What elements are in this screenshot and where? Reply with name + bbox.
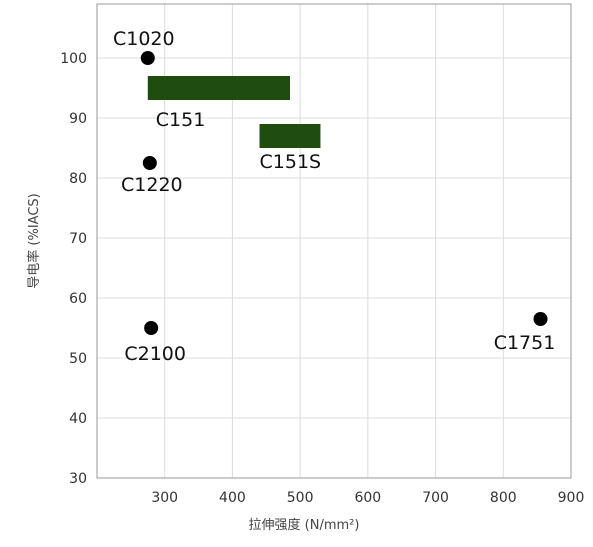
point-c1751: [533, 312, 548, 326]
point-label-c1751: C1751: [494, 332, 556, 354]
range-bar-c151: [147, 76, 290, 100]
y-tick-label: 80: [69, 171, 87, 187]
point-label-c1220: C1220: [121, 174, 183, 196]
data-marks: [140, 51, 548, 335]
y-tick-label: 70: [69, 231, 87, 247]
data-labels: C151 C151S C1020 C1220 C2100 C1751: [113, 28, 555, 365]
axes: 300 400 500 600 700 800 900 30 40 50 60 70 80 90 100: [60, 3, 585, 506]
y-axis-title: 导电率 (%IACS): [26, 193, 42, 288]
x-tick-label: 900: [558, 490, 585, 506]
x-tick-label: 800: [490, 490, 517, 506]
x-tick-label: 300: [151, 490, 178, 506]
point-c1020: [140, 51, 155, 65]
point-c1220: [142, 156, 157, 170]
x-tick-label: 400: [219, 490, 246, 506]
point-label-c1020: C1020: [113, 28, 175, 50]
range-bar-c151s: [259, 124, 321, 148]
x-tick-label: 700: [422, 490, 449, 506]
y-tick-label: 30: [69, 471, 87, 487]
grid: [97, 4, 571, 478]
plot-frame: [96, 3, 572, 479]
y-tick-label: 60: [69, 291, 87, 307]
y-tick-label: 100: [60, 51, 87, 67]
x-axis-title: 拉伸强度 (N/mm²): [249, 517, 360, 533]
y-tick-label: 40: [69, 411, 87, 427]
range-label-c151s: C151S: [260, 151, 322, 173]
x-tick-label: 500: [287, 490, 314, 506]
y-tick-label: 90: [69, 111, 87, 127]
y-tick-label: 50: [69, 351, 87, 367]
point-label-c2100: C2100: [124, 343, 186, 365]
range-label-c151: C151: [156, 109, 206, 131]
point-c2100: [144, 321, 159, 335]
x-tick-label: 600: [354, 490, 381, 506]
